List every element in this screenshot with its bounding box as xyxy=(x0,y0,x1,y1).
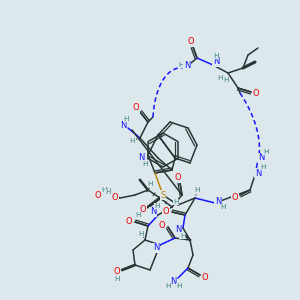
Text: O: O xyxy=(175,173,181,182)
Text: H: H xyxy=(105,189,111,195)
Text: H: H xyxy=(165,283,171,289)
Text: O: O xyxy=(140,205,146,214)
Text: H: H xyxy=(101,187,107,193)
Text: N: N xyxy=(258,154,264,163)
Text: H: H xyxy=(129,138,135,144)
Text: H: H xyxy=(263,149,269,155)
Text: H: H xyxy=(142,161,148,167)
Text: H: H xyxy=(123,116,129,122)
Text: H: H xyxy=(105,188,111,194)
Text: H: H xyxy=(135,212,141,218)
Text: S: S xyxy=(160,190,166,200)
Text: O: O xyxy=(253,89,259,98)
Text: N: N xyxy=(184,61,190,70)
Text: H: H xyxy=(154,203,160,209)
Text: O: O xyxy=(232,193,238,202)
Text: H: H xyxy=(178,62,184,68)
Text: N: N xyxy=(215,196,221,206)
Text: N: N xyxy=(138,154,144,163)
Text: H: H xyxy=(179,233,185,239)
Text: N: N xyxy=(213,58,219,67)
Text: N: N xyxy=(153,244,159,253)
Text: N: N xyxy=(255,169,261,178)
Text: O: O xyxy=(188,38,194,46)
Text: O: O xyxy=(159,220,165,230)
Text: N: N xyxy=(120,121,126,130)
Text: O: O xyxy=(112,193,118,202)
Text: O: O xyxy=(202,272,208,281)
Text: N: N xyxy=(170,277,176,286)
Text: O: O xyxy=(126,217,132,226)
Text: N: N xyxy=(150,208,156,217)
Text: H: H xyxy=(138,231,144,237)
Text: H: H xyxy=(213,53,219,59)
Text: H: H xyxy=(114,276,120,282)
Text: H: H xyxy=(194,187,200,193)
Text: H: H xyxy=(180,233,186,239)
Text: H: H xyxy=(260,164,266,170)
Text: H: H xyxy=(217,75,223,81)
Text: O: O xyxy=(163,206,169,215)
Text: O: O xyxy=(95,190,101,200)
Text: H: H xyxy=(173,199,179,205)
Text: H: H xyxy=(147,181,153,187)
Text: H: H xyxy=(223,77,229,83)
Text: O: O xyxy=(133,103,139,112)
Text: H: H xyxy=(176,283,182,289)
Text: H: H xyxy=(220,204,226,210)
Text: N: N xyxy=(175,226,181,235)
Text: O: O xyxy=(112,193,118,202)
Text: O: O xyxy=(114,268,120,277)
